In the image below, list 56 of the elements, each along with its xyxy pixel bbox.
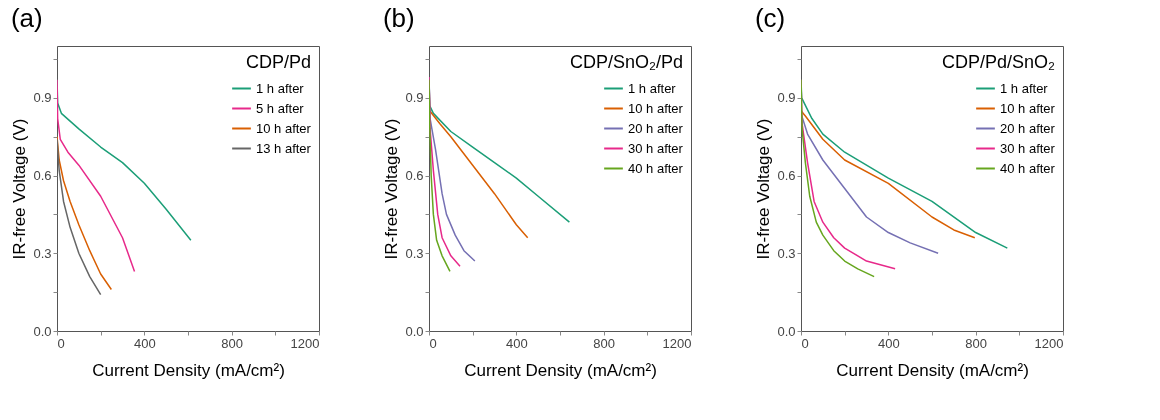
legend-label: 5 h after xyxy=(256,100,305,116)
legend-label: 30 h after xyxy=(628,140,684,156)
legend-title: CDP/Pd xyxy=(245,52,311,72)
legend-label: 40 h after xyxy=(628,160,684,176)
x-tick-label: 400 xyxy=(133,335,156,351)
y-axis-title: IR-free Voltage (V) xyxy=(754,118,774,260)
line-series xyxy=(57,138,102,296)
legend-title: CDP/Pd/SnO₂ xyxy=(941,52,1056,72)
y-tick-label: 0.0 xyxy=(33,323,52,339)
y-tick-label: 0.6 xyxy=(33,168,52,184)
x-tick-label: 0 xyxy=(57,335,65,351)
legend-label: 10 h after xyxy=(256,120,312,136)
line-series xyxy=(429,78,451,273)
legend-label: 20 h after xyxy=(1000,120,1056,136)
y-tick-label: 0.6 xyxy=(777,168,796,184)
y-axis-title: IR-free Voltage (V) xyxy=(10,118,30,260)
y-tick-label: 0.9 xyxy=(777,90,796,106)
legend-label: 1 h after xyxy=(628,80,677,96)
line-series xyxy=(801,110,976,239)
line-series xyxy=(57,135,113,291)
legend-label: 1 h after xyxy=(1000,80,1049,96)
x-tick-label: 400 xyxy=(505,335,528,351)
legend-title: CDP/SnO₂/Pd xyxy=(569,52,683,72)
line-series xyxy=(801,78,875,278)
y-tick-label: 0.3 xyxy=(777,245,796,261)
x-axis-title: Current Density (mA/cm²) xyxy=(836,360,1029,380)
y-tick-label: 0.3 xyxy=(33,245,52,261)
chart-title: (a) xyxy=(10,3,43,33)
x-tick-label: 800 xyxy=(221,335,244,351)
x-tick-label: 1200 xyxy=(1034,335,1064,351)
legend-label: 10 h after xyxy=(628,100,684,116)
x-tick-label: 1200 xyxy=(290,335,320,351)
legend-label: 20 h after xyxy=(628,120,684,136)
x-tick-label: 800 xyxy=(965,335,988,351)
x-tick-label: 0 xyxy=(801,335,809,351)
y-tick-label: 0.3 xyxy=(405,245,424,261)
x-tick-label: 0 xyxy=(429,335,437,351)
x-tick-label: 1200 xyxy=(662,335,692,351)
legend-label: 1 h after xyxy=(256,80,305,96)
chart-title: (b) xyxy=(382,3,415,33)
y-tick-label: 0.0 xyxy=(405,323,424,339)
y-axis-title: IR-free Voltage (V) xyxy=(382,118,402,260)
y-tick-label: 0.0 xyxy=(777,323,796,339)
legend-label: 10 h after xyxy=(1000,100,1056,116)
x-axis-title: Current Density (mA/cm²) xyxy=(92,360,285,380)
legend-label: 13 h after xyxy=(256,140,312,156)
y-tick-label: 0.9 xyxy=(33,90,52,106)
line-series xyxy=(57,78,136,273)
x-tick-label: 800 xyxy=(593,335,616,351)
x-tick-label: 400 xyxy=(877,335,900,351)
y-tick-label: 0.9 xyxy=(405,90,424,106)
chart-title: (c) xyxy=(754,3,786,33)
legend-label: 30 h after xyxy=(1000,140,1056,156)
y-tick-label: 0.6 xyxy=(405,168,424,184)
legend-label: 40 h after xyxy=(1000,160,1056,176)
x-axis-title: Current Density (mA/cm²) xyxy=(464,360,657,380)
